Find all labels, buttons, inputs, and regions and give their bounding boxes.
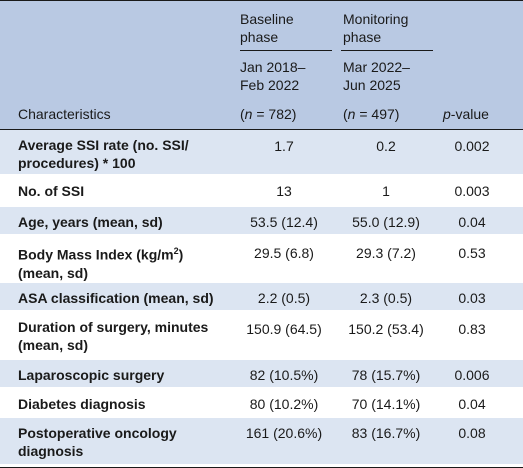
table-row: Age, years (mean, sd) 53.5 (12.4) 55.0 (… (0, 207, 523, 236)
row-label: Duration of surgery, minutes (mean, sd) (18, 319, 209, 353)
baseline-value: 53.5 (12.4) (250, 214, 318, 230)
p-value-heading: p-value (443, 106, 489, 122)
row-label: No. of SSI (18, 183, 85, 199)
p-value: 0.002 (454, 138, 490, 154)
baseline-value: 82 (10.5%) (249, 367, 319, 383)
row-label: Postoperative oncology diagnosis (18, 425, 177, 459)
p-value: 0.03 (458, 290, 486, 306)
table-row: No. of SSI 13 1 0.003 (0, 176, 523, 207)
baseline-dates: Jan 2018–Feb 2022 (240, 59, 306, 93)
p-value: 0.53 (458, 245, 486, 261)
baseline-value: 2.2 (0.5) (257, 290, 311, 306)
row-label: ASA classification (mean, sd) (18, 290, 214, 306)
table-row: Diabetes diagnosis 80 (10.2%) 70 (14.1%)… (0, 389, 523, 418)
table-body: Average SSI rate (no. SSI/ procedures) *… (0, 130, 523, 464)
monitoring-value: 1 (382, 183, 390, 199)
row-label: Diabetes diagnosis (18, 396, 146, 412)
table-row: Postoperative oncology diagnosis 161 (20… (0, 418, 523, 464)
p-value: 0.04 (458, 214, 486, 230)
baseline-value: 161 (20.6%) (245, 425, 323, 441)
baseline-divider (240, 50, 332, 51)
baseline-n: (n = 782) (240, 106, 297, 122)
row-label: Average SSI rate (no. SSI/ procedures) *… (18, 137, 189, 171)
monitoring-phase-heading: Monitoring phase (343, 11, 409, 45)
baseline-phase-heading: Baseline phase (240, 11, 294, 45)
monitoring-value: 29.3 (7.2) (356, 245, 416, 261)
monitoring-value: 0.2 (376, 138, 396, 154)
monitoring-value: 70 (14.1%) (351, 396, 421, 412)
baseline-value: 80 (10.2%) (249, 396, 319, 412)
baseline-value: 29.5 (6.8) (254, 245, 314, 261)
row-label: Body Mass Index (kg/m2) (mean, sd) (18, 246, 184, 281)
table-header: Baseline phase Jan 2018–Feb 2022 (n = 78… (0, 0, 523, 130)
table-row: ASA classification (mean, sd) 2.2 (0.5) … (0, 283, 523, 312)
p-value: 0.08 (458, 425, 486, 441)
header-bottom-rule (0, 129, 523, 130)
monitoring-value: 83 (16.7%) (351, 425, 421, 441)
table-row: Body Mass Index (kg/m2) (mean, sd) 29.5 … (0, 236, 523, 283)
table-row: Laparoscopic surgery 82 (10.5%) 78 (15.7… (0, 360, 523, 389)
p-value: 0.83 (458, 321, 486, 337)
table-row: Average SSI rate (no. SSI/ procedures) *… (0, 130, 523, 176)
monitoring-divider (341, 50, 433, 51)
monitoring-value: 150.2 (53.4) (348, 321, 424, 337)
baseline-value: 13 (276, 183, 292, 199)
monitoring-value: 2.3 (0.5) (359, 290, 413, 306)
row-label: Age, years (mean, sd) (18, 214, 163, 230)
monitoring-dates: Mar 2022–Jun 2025 (343, 59, 410, 93)
characteristics-heading: Characteristics (18, 106, 111, 122)
p-value: 0.003 (454, 183, 490, 199)
table-row: Duration of surgery, minutes (mean, sd) … (0, 312, 523, 360)
row-label: Laparoscopic surgery (18, 367, 165, 383)
p-value: 0.006 (454, 367, 490, 383)
monitoring-value: 55.0 (12.9) (352, 214, 420, 230)
monitoring-n: (n = 497) (343, 106, 400, 122)
monitoring-value: 78 (15.7%) (351, 367, 421, 383)
top-rule (0, 0, 523, 1)
p-value: 0.04 (458, 396, 486, 412)
baseline-value: 150.9 (64.5) (246, 321, 322, 337)
baseline-value: 1.7 (274, 138, 294, 154)
